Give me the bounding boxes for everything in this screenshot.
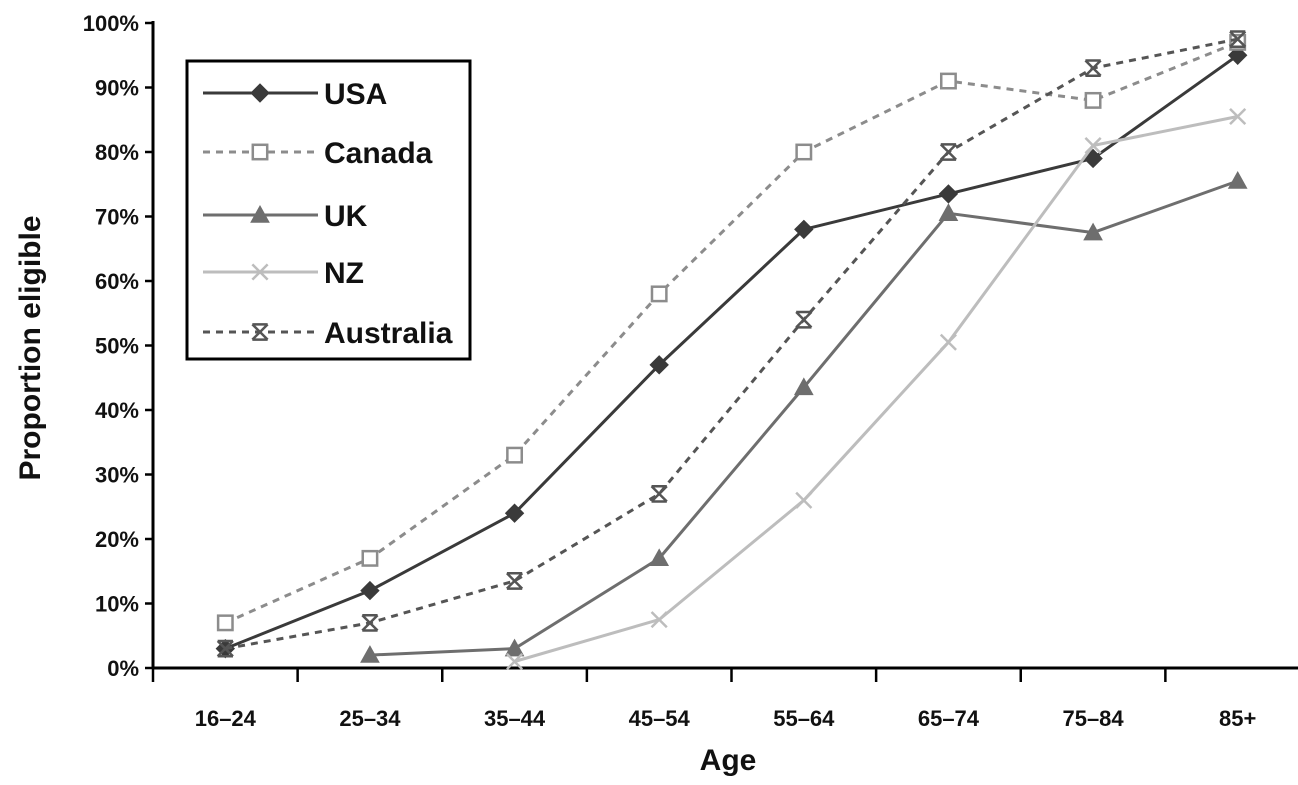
y-tick-label: 30% — [95, 463, 139, 488]
y-tick-label: 60% — [95, 269, 139, 294]
data-point-uk — [360, 645, 380, 663]
y-axis-label: Proportion eligible — [14, 215, 47, 480]
legend-item-uk: UK — [203, 200, 368, 233]
data-point-australia — [1229, 30, 1247, 49]
data-point-usa — [360, 580, 380, 601]
x-tick-label: 25–34 — [339, 706, 401, 731]
x-tick-label: 65–74 — [918, 706, 980, 731]
data-point-uk — [1227, 170, 1248, 189]
y-tick-label: 10% — [95, 592, 139, 617]
data-point-uk — [1083, 222, 1103, 241]
y-tick-label: 100% — [83, 11, 139, 36]
y-tick-label: 50% — [95, 334, 139, 359]
series-canada — [216, 33, 1247, 632]
data-point-uk — [793, 377, 814, 396]
data-point-nz — [939, 333, 957, 351]
data-point-australia — [216, 639, 234, 658]
series-line-nz — [514, 115, 1238, 663]
x-tick-label: 35–44 — [484, 706, 546, 731]
legend-item-canada: Canada — [203, 137, 433, 170]
legend-item-usa: USA — [203, 78, 387, 111]
data-point-canada — [361, 549, 379, 567]
x-tick-label: 45–54 — [629, 706, 691, 731]
series-line-australia — [225, 37, 1238, 651]
series-line-usa — [224, 54, 1239, 650]
legend: USA Canada UK NZ Australia — [185, 59, 472, 361]
x-axis-label: Age — [700, 744, 757, 777]
data-point-canada — [795, 143, 813, 161]
series-nz — [506, 107, 1247, 671]
data-point-canada — [506, 446, 524, 464]
y-tick-label: 20% — [95, 527, 139, 552]
y-tick-label: 40% — [95, 398, 139, 423]
data-point-canada — [939, 72, 957, 90]
x-tick-label: 55–64 — [773, 706, 835, 731]
series-layer — [215, 30, 1248, 671]
legend-label: Australia — [324, 317, 453, 350]
x-tick-label: 85+ — [1219, 706, 1256, 731]
data-point-australia — [361, 613, 379, 632]
y-tick-label: 80% — [95, 140, 139, 165]
data-point-australia — [506, 572, 524, 590]
legend-item-australia: Australia — [203, 317, 453, 350]
data-point-nz — [506, 653, 524, 671]
data-point-canada — [1084, 91, 1102, 109]
data-point-australia — [939, 143, 957, 161]
data-point-usa — [504, 503, 525, 523]
legend-swatch-marker — [251, 143, 269, 161]
data-point-australia — [795, 310, 813, 329]
data-point-canada — [216, 614, 234, 632]
x-tick-label: 16–24 — [195, 706, 257, 731]
data-point-uk — [938, 203, 959, 221]
series-line-canada — [224, 41, 1239, 625]
data-point-usa — [938, 184, 959, 204]
legend-swatch-marker — [250, 83, 270, 103]
data-point-australia — [650, 484, 668, 503]
data-point-nz — [650, 611, 668, 629]
legend-label: UK — [324, 200, 368, 233]
data-point-nz — [1229, 107, 1247, 126]
data-point-nz — [1084, 137, 1102, 155]
data-point-uk — [504, 638, 525, 657]
legend-label: USA — [324, 78, 387, 111]
series-uk — [360, 170, 1248, 663]
legend-swatch-marker — [251, 323, 269, 341]
y-tick-label: 70% — [95, 205, 139, 230]
legend-swatch-marker — [250, 204, 270, 223]
legend-box — [185, 59, 472, 361]
data-point-australia — [1084, 59, 1102, 78]
legend-item-nz: NZ — [203, 257, 364, 290]
axes: 0% 10% 20% 30% 40% 50% 60% 70% 80% 90% 100% 16–24 25… — [83, 11, 1298, 731]
legend-swatch-marker — [251, 263, 269, 281]
data-point-canada — [650, 285, 668, 303]
data-point-usa — [649, 355, 669, 375]
data-point-usa — [794, 219, 814, 240]
series-australia — [216, 30, 1247, 658]
series-line-uk — [369, 179, 1239, 657]
data-point-nz — [795, 491, 813, 509]
legend-label: NZ — [324, 257, 364, 290]
legend-label: Canada — [324, 137, 433, 170]
y-tick-label: 0% — [107, 656, 139, 681]
x-tick-label: 75–84 — [1062, 706, 1124, 731]
data-point-uk — [649, 548, 670, 567]
y-tick-label: 90% — [95, 76, 139, 101]
